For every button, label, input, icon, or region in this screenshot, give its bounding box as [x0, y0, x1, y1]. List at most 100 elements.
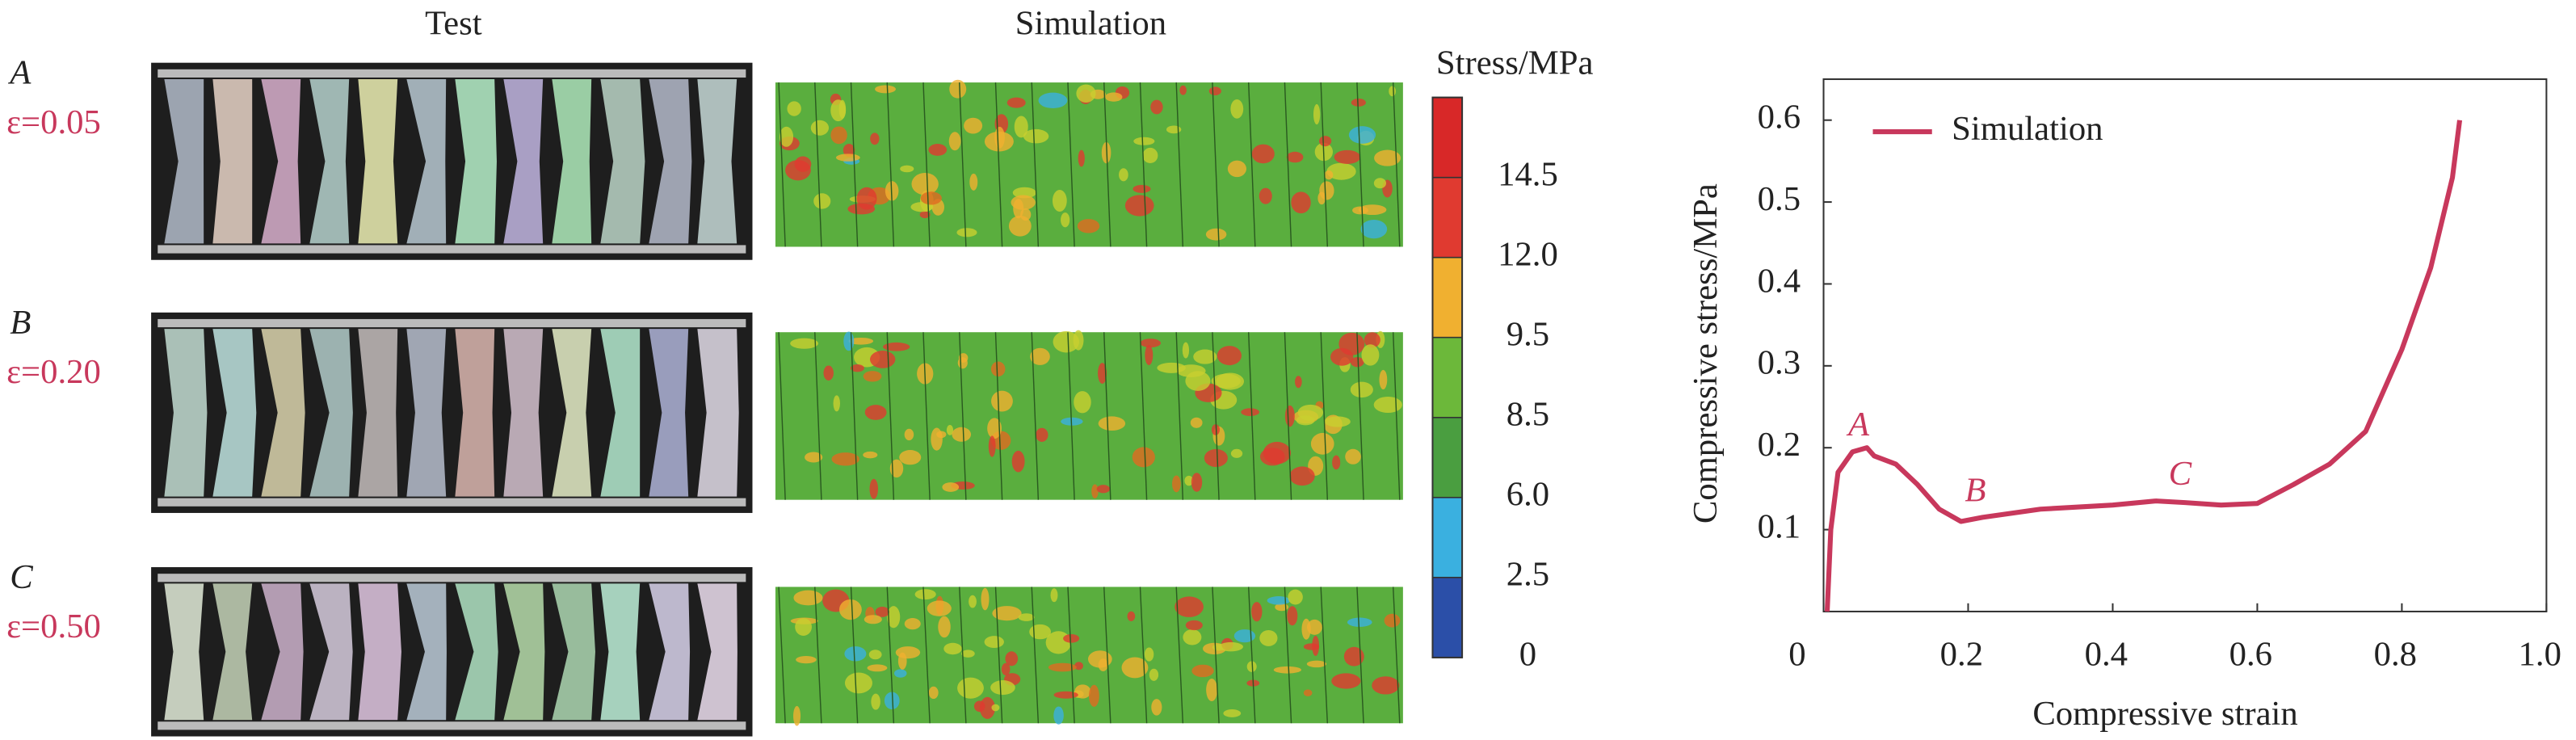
- x-tick-label: 1.0: [2519, 636, 2561, 674]
- stress-spot: [887, 606, 901, 629]
- photo-cell: [261, 329, 305, 497]
- photo-cell: [261, 79, 301, 244]
- x-tick-label: 0.6: [2229, 636, 2272, 674]
- photo-plate: [158, 245, 746, 254]
- photo-cell: [309, 329, 353, 497]
- stress-spot: [843, 143, 855, 158]
- stress-spot: [919, 211, 931, 219]
- stress-spot: [790, 338, 819, 349]
- cell-wall: [1139, 332, 1148, 500]
- photo-cell: [455, 329, 495, 497]
- photo-cell: [164, 79, 204, 244]
- stress-spot: [1193, 349, 1217, 364]
- stress-spot: [957, 357, 968, 369]
- stress-spot: [1001, 662, 1011, 675]
- photo-cell: [358, 583, 401, 721]
- photo-cell: [697, 583, 738, 721]
- y-axis-label: Compressive stress/MPa: [1687, 183, 1725, 523]
- series-line: [1824, 120, 2463, 612]
- stress-spot: [864, 405, 887, 420]
- stress-spot: [969, 173, 978, 191]
- stress-spot: [1038, 92, 1068, 109]
- cell-wall: [814, 587, 822, 724]
- stress-spot: [1144, 647, 1154, 662]
- stress-spot: [1295, 376, 1302, 389]
- x-axis-label: Compressive strain: [2032, 695, 2297, 733]
- stress-spot: [1091, 484, 1099, 498]
- stress-spot: [1190, 417, 1203, 428]
- stress-spot: [870, 351, 896, 368]
- cell-wall: [778, 587, 786, 724]
- stress-spot: [931, 427, 943, 451]
- stress-spot: [991, 390, 1013, 412]
- stress-spot: [1208, 86, 1221, 96]
- stress-spot: [1306, 619, 1322, 635]
- photo-cell: [503, 79, 544, 244]
- photo-cell: [212, 583, 253, 721]
- stress-spot: [844, 672, 872, 694]
- stress-spot: [830, 126, 847, 145]
- stress-spot: [1218, 641, 1243, 652]
- stress-spot: [1150, 99, 1163, 115]
- plot-frame: [1822, 78, 2548, 612]
- stress-spot: [1373, 397, 1402, 413]
- legend-label: Simulation: [1952, 110, 2103, 148]
- photo-cell: [309, 583, 353, 721]
- y-tick-label: 0.3: [1758, 344, 1801, 382]
- stress-spot: [904, 428, 914, 441]
- stress-spot: [1384, 613, 1401, 628]
- photo-plate: [158, 574, 746, 582]
- stress-spot: [1175, 596, 1204, 617]
- cell-wall: [922, 332, 931, 500]
- stress-spot: [1324, 416, 1351, 427]
- stress-spot: [927, 600, 952, 616]
- cell-wall: [1031, 332, 1040, 500]
- cell-wall: [778, 82, 786, 247]
- stress-spot: [884, 692, 900, 710]
- cell-wall: [1212, 332, 1220, 500]
- photo-cell: [212, 329, 257, 497]
- stress-spot: [1286, 151, 1304, 163]
- cell-wall: [850, 82, 859, 247]
- stress-spot: [1360, 219, 1388, 239]
- x-tick-label: 0: [1788, 636, 1805, 674]
- photo-cell: [600, 329, 641, 497]
- stress-spot: [889, 459, 904, 478]
- photo-cell: [600, 583, 641, 721]
- photo-cell: [697, 79, 738, 244]
- photo-cell: [455, 583, 498, 721]
- colorbar-frame: [1431, 96, 1464, 658]
- x-tick-label: 0.4: [2085, 636, 2128, 674]
- colorbar-band: [1432, 257, 1463, 338]
- stress-spot: [992, 606, 1022, 621]
- stress-spot: [1350, 381, 1373, 398]
- stress-spot: [1389, 86, 1396, 97]
- stress-spot: [938, 616, 951, 638]
- stress-spot: [1087, 650, 1112, 668]
- cell-wall: [1103, 82, 1112, 247]
- stress-spot: [914, 589, 936, 600]
- photo-cell: [164, 583, 204, 721]
- stress-spot: [1014, 116, 1028, 138]
- stress-spot: [795, 618, 812, 637]
- stress-spot: [904, 618, 921, 630]
- stress-spot: [1351, 99, 1366, 107]
- cell-wall: [1356, 82, 1364, 247]
- stress-spot: [875, 85, 896, 94]
- cell-wall: [1175, 82, 1184, 247]
- cell-wall: [1392, 82, 1401, 247]
- stress-spot: [1331, 673, 1361, 689]
- colorbar-band: [1432, 337, 1463, 418]
- stress-spot: [1379, 369, 1388, 390]
- photo-cell: [406, 583, 447, 721]
- colorbar-band: [1432, 97, 1463, 178]
- stress-spot: [813, 193, 831, 209]
- cell-wall: [1103, 587, 1112, 724]
- stress-spot: [1076, 84, 1096, 103]
- cell-wall: [994, 587, 1003, 724]
- stress-spot: [1275, 603, 1288, 612]
- stress-spot: [911, 173, 939, 196]
- row-label: A: [7, 54, 32, 92]
- cell-wall: [1067, 332, 1075, 500]
